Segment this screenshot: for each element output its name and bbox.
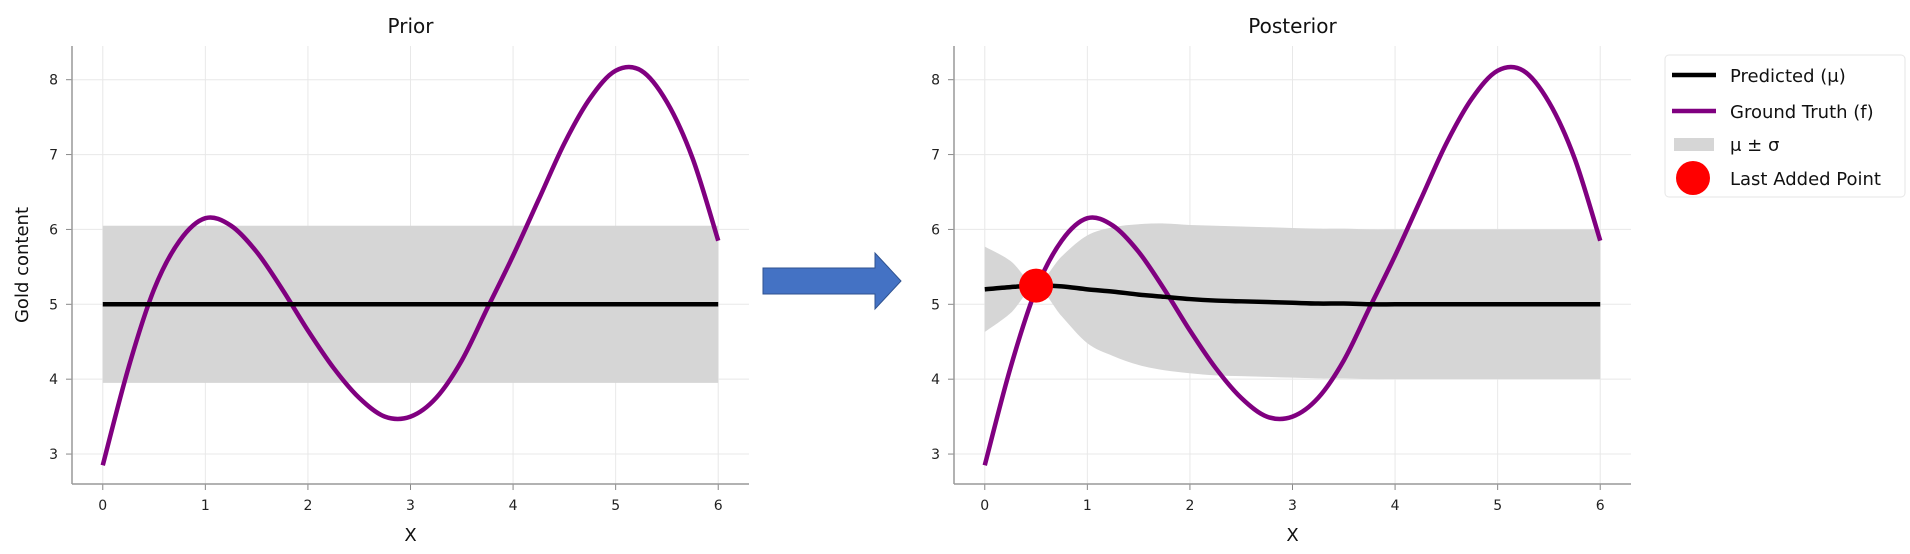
y-tick-label: 4 <box>931 372 940 388</box>
legend-point-swatch <box>1676 161 1710 195</box>
y-tick-label: 7 <box>931 148 940 164</box>
x-tick-label: 6 <box>1596 498 1605 514</box>
x-axis-label: X <box>404 525 416 546</box>
x-tick-label: 2 <box>1185 498 1194 514</box>
predicted-mean-line <box>984 283 1601 307</box>
arrow-icon <box>762 251 902 311</box>
x-tick-label: 4 <box>509 498 518 514</box>
y-tick-label: 8 <box>931 73 940 89</box>
legend-label-truth: Ground Truth (f) <box>1730 102 1874 123</box>
posterior-panel: 0 1 2 3 4 5 6 3 4 5 6 7 8 Posterior X <box>931 14 1631 546</box>
x-tick-label: 4 <box>1391 498 1400 514</box>
y-tick-label: 8 <box>49 73 58 89</box>
y-tick-label: 3 <box>49 447 58 463</box>
y-axis-label: Gold content <box>12 207 33 323</box>
y-tick-label: 4 <box>49 372 58 388</box>
y-tick-label: 5 <box>931 297 940 313</box>
legend: Predicted (μ) Ground Truth (f) μ ± σ Las… <box>1664 54 1906 198</box>
legend-band-swatch <box>1674 138 1714 151</box>
last-added-point <box>1019 268 1054 303</box>
y-tick-label: 6 <box>931 222 940 238</box>
x-axis-label: X <box>1286 525 1298 546</box>
legend-label-point: Last Added Point <box>1730 169 1881 190</box>
legend-label-band: μ ± σ <box>1730 135 1779 156</box>
x-tick-label: 0 <box>980 498 989 514</box>
x-tick-label: 1 <box>201 498 210 514</box>
y-tick-label: 6 <box>49 222 58 238</box>
x-tick-label: 5 <box>1493 498 1502 514</box>
x-tick-label: 3 <box>1288 498 1297 514</box>
ground-truth-line <box>982 64 1603 466</box>
panel-title: Prior <box>388 14 435 38</box>
legend-label-mean: Predicted (μ) <box>1730 66 1846 87</box>
prior-panel: 0 1 2 3 4 5 6 3 4 5 6 7 8 Prior X Gold content <box>12 14 749 546</box>
x-tick-label: 6 <box>714 498 723 514</box>
panel-title: Posterior <box>1248 14 1337 38</box>
x-tick-label: 1 <box>1083 498 1092 514</box>
x-tick-label: 2 <box>303 498 312 514</box>
y-tick-label: 5 <box>49 297 58 313</box>
x-tick-label: 5 <box>611 498 620 514</box>
legend-frame <box>1664 54 1906 198</box>
y-tick-label: 3 <box>931 447 940 463</box>
ground-truth-line <box>100 64 721 466</box>
y-tick-label: 7 <box>49 148 58 164</box>
x-tick-label: 3 <box>406 498 415 514</box>
x-tick-label: 0 <box>98 498 107 514</box>
